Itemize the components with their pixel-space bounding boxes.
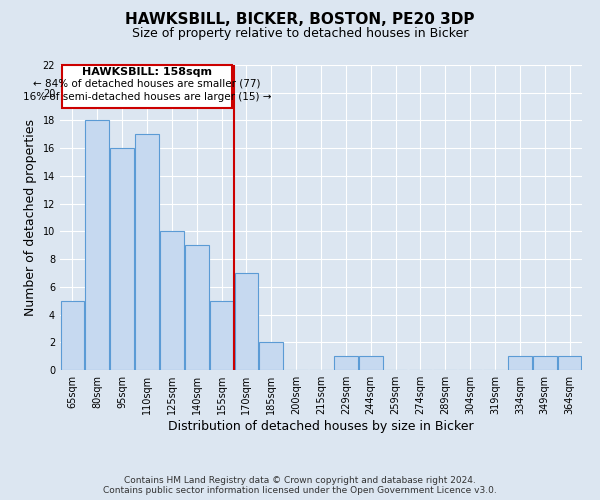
Bar [558, 356, 581, 370]
Text: Contains public sector information licensed under the Open Government Licence v3: Contains public sector information licen… [103, 486, 497, 495]
Bar [235, 273, 258, 370]
Text: 16% of semi-detached houses are larger (15) →: 16% of semi-detached houses are larger (… [23, 92, 271, 102]
Bar [508, 356, 532, 370]
Bar [259, 342, 283, 370]
Bar [61, 300, 84, 370]
FancyBboxPatch shape [62, 65, 232, 108]
Text: Contains HM Land Registry data © Crown copyright and database right 2024.: Contains HM Land Registry data © Crown c… [124, 476, 476, 485]
Text: HAWKSBILL, BICKER, BOSTON, PE20 3DP: HAWKSBILL, BICKER, BOSTON, PE20 3DP [125, 12, 475, 28]
Bar [185, 245, 209, 370]
Bar [210, 300, 233, 370]
Text: Size of property relative to detached houses in Bicker: Size of property relative to detached ho… [132, 28, 468, 40]
Text: ← 84% of detached houses are smaller (77): ← 84% of detached houses are smaller (77… [33, 78, 261, 88]
Bar [135, 134, 159, 370]
Text: HAWKSBILL: 158sqm: HAWKSBILL: 158sqm [82, 67, 212, 77]
Y-axis label: Number of detached properties: Number of detached properties [24, 119, 37, 316]
Bar [359, 356, 383, 370]
Bar [334, 356, 358, 370]
Bar [160, 232, 184, 370]
Bar [110, 148, 134, 370]
X-axis label: Distribution of detached houses by size in Bicker: Distribution of detached houses by size … [168, 420, 474, 433]
Bar [533, 356, 557, 370]
Bar [85, 120, 109, 370]
